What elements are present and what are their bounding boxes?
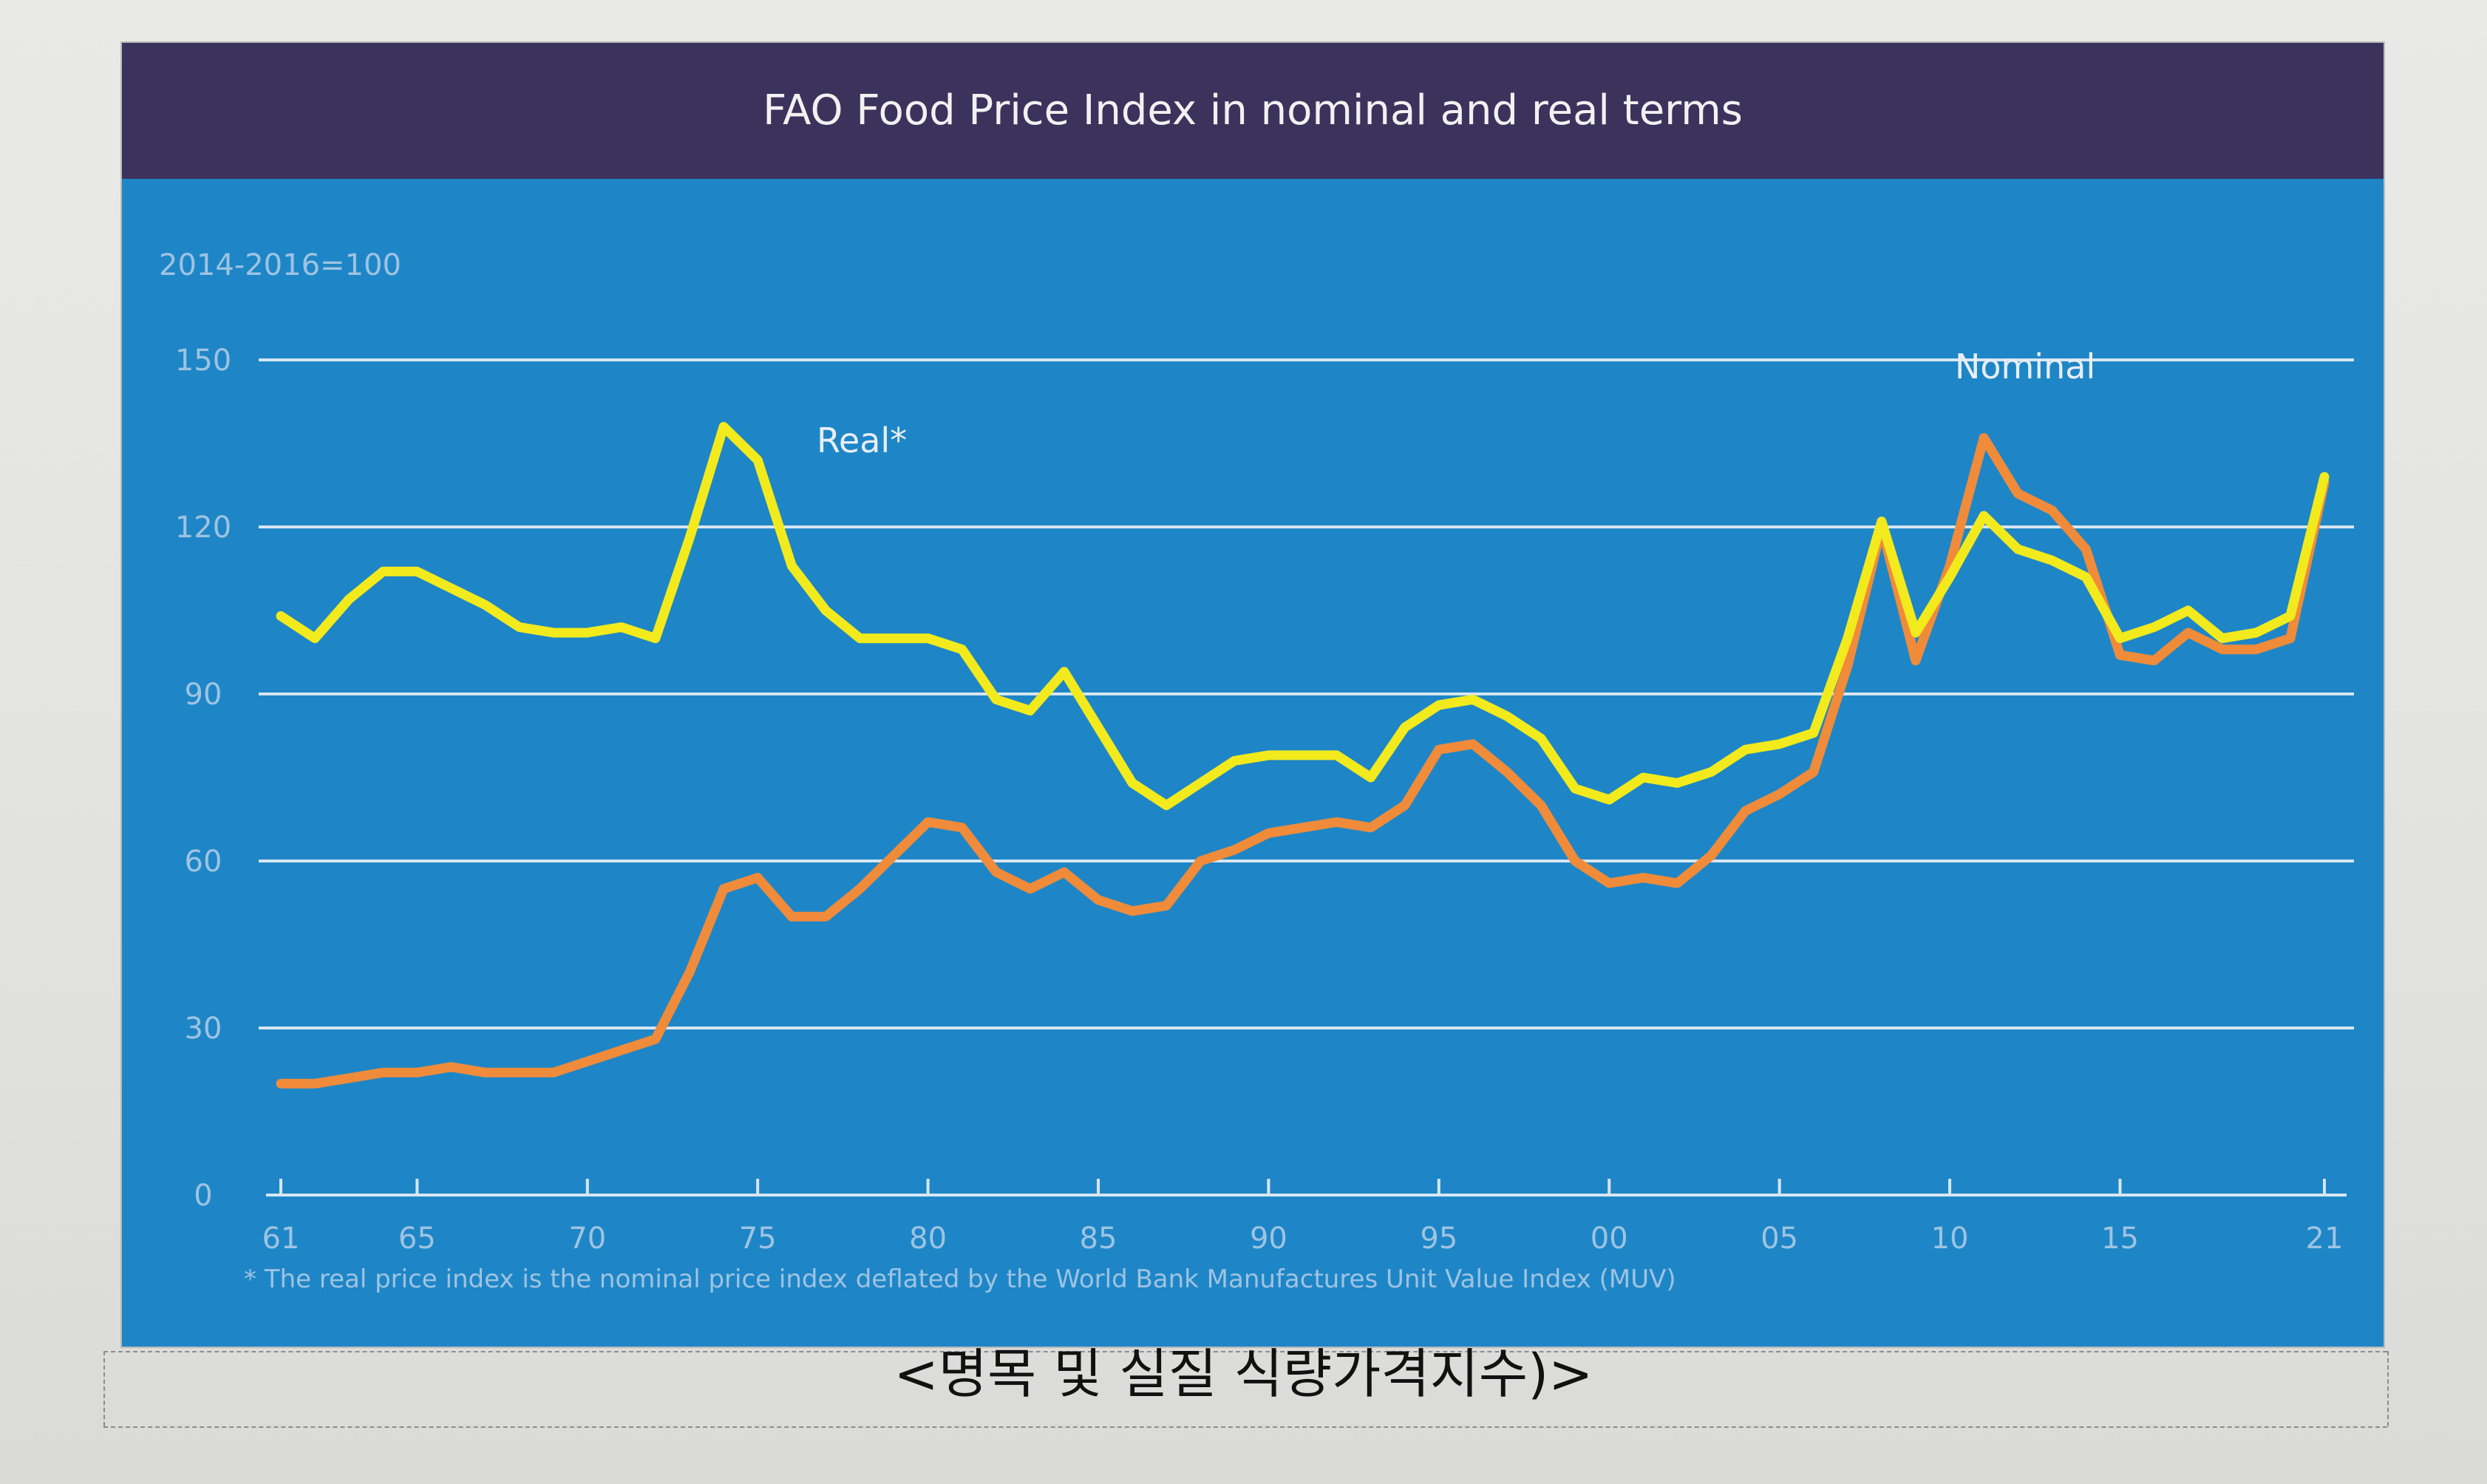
x-tick-label: 10 — [1931, 1222, 1969, 1256]
x-tick-label: 21 — [2306, 1222, 2344, 1256]
y-tick-label: 30 — [185, 1012, 222, 1046]
frame-bottom-line — [103, 1426, 2387, 1428]
chart-title: FAO Food Price Index in nominal and real… — [122, 43, 2384, 179]
y-tick-label: 60 — [185, 845, 222, 879]
gridlines — [259, 358, 2354, 1029]
x-tick-label: 95 — [1420, 1222, 1457, 1256]
chart-figure: FAO Food Price Index in nominal and real… — [122, 43, 2384, 1347]
x-tick-label: 05 — [1760, 1222, 1798, 1256]
chart-plot: 2014-2016=100 0 30 60 90 120 150 61 65 70 75 80 85… — [159, 248, 2354, 1294]
x-tick-label: 65 — [398, 1222, 436, 1256]
y-tick-label: 120 — [175, 511, 231, 545]
chart-footnote: * The real price index is the nominal pr… — [244, 1265, 1676, 1294]
x-tick-label: 85 — [1080, 1222, 1117, 1256]
frame-left-line — [103, 1351, 105, 1426]
y-tick-label: 0 — [194, 1179, 212, 1213]
frame-right-line — [2387, 1351, 2389, 1426]
x-tick-label: 61 — [262, 1222, 300, 1256]
series-label-real: Real* — [817, 421, 907, 460]
series-line-nominal — [276, 433, 2330, 1089]
y-axis-unit-label: 2014-2016=100 — [159, 248, 401, 282]
x-tick-label: 70 — [568, 1222, 606, 1256]
y-axis-ticks: 0 30 60 90 120 150 — [175, 344, 231, 1213]
x-axis: 61 65 70 75 80 85 90 95 00 05 10 15 21 — [262, 1179, 2347, 1256]
series-lines — [276, 421, 2330, 1089]
frame-top-line — [103, 1351, 2387, 1352]
series-label-nominal: Nominal — [1955, 347, 2095, 387]
x-tick-label: 80 — [909, 1222, 947, 1256]
x-tick-label: 75 — [739, 1222, 777, 1256]
y-tick-label: 150 — [175, 344, 231, 378]
x-tick-label: 00 — [1590, 1222, 1628, 1256]
series-line-real — [276, 421, 2330, 811]
x-tick-label: 90 — [1250, 1222, 1287, 1256]
y-tick-label: 90 — [185, 678, 222, 712]
figure-caption: <명목 및 실질 식량가격지수)> — [894, 1343, 1593, 1405]
x-tick-label: 15 — [2101, 1222, 2139, 1256]
